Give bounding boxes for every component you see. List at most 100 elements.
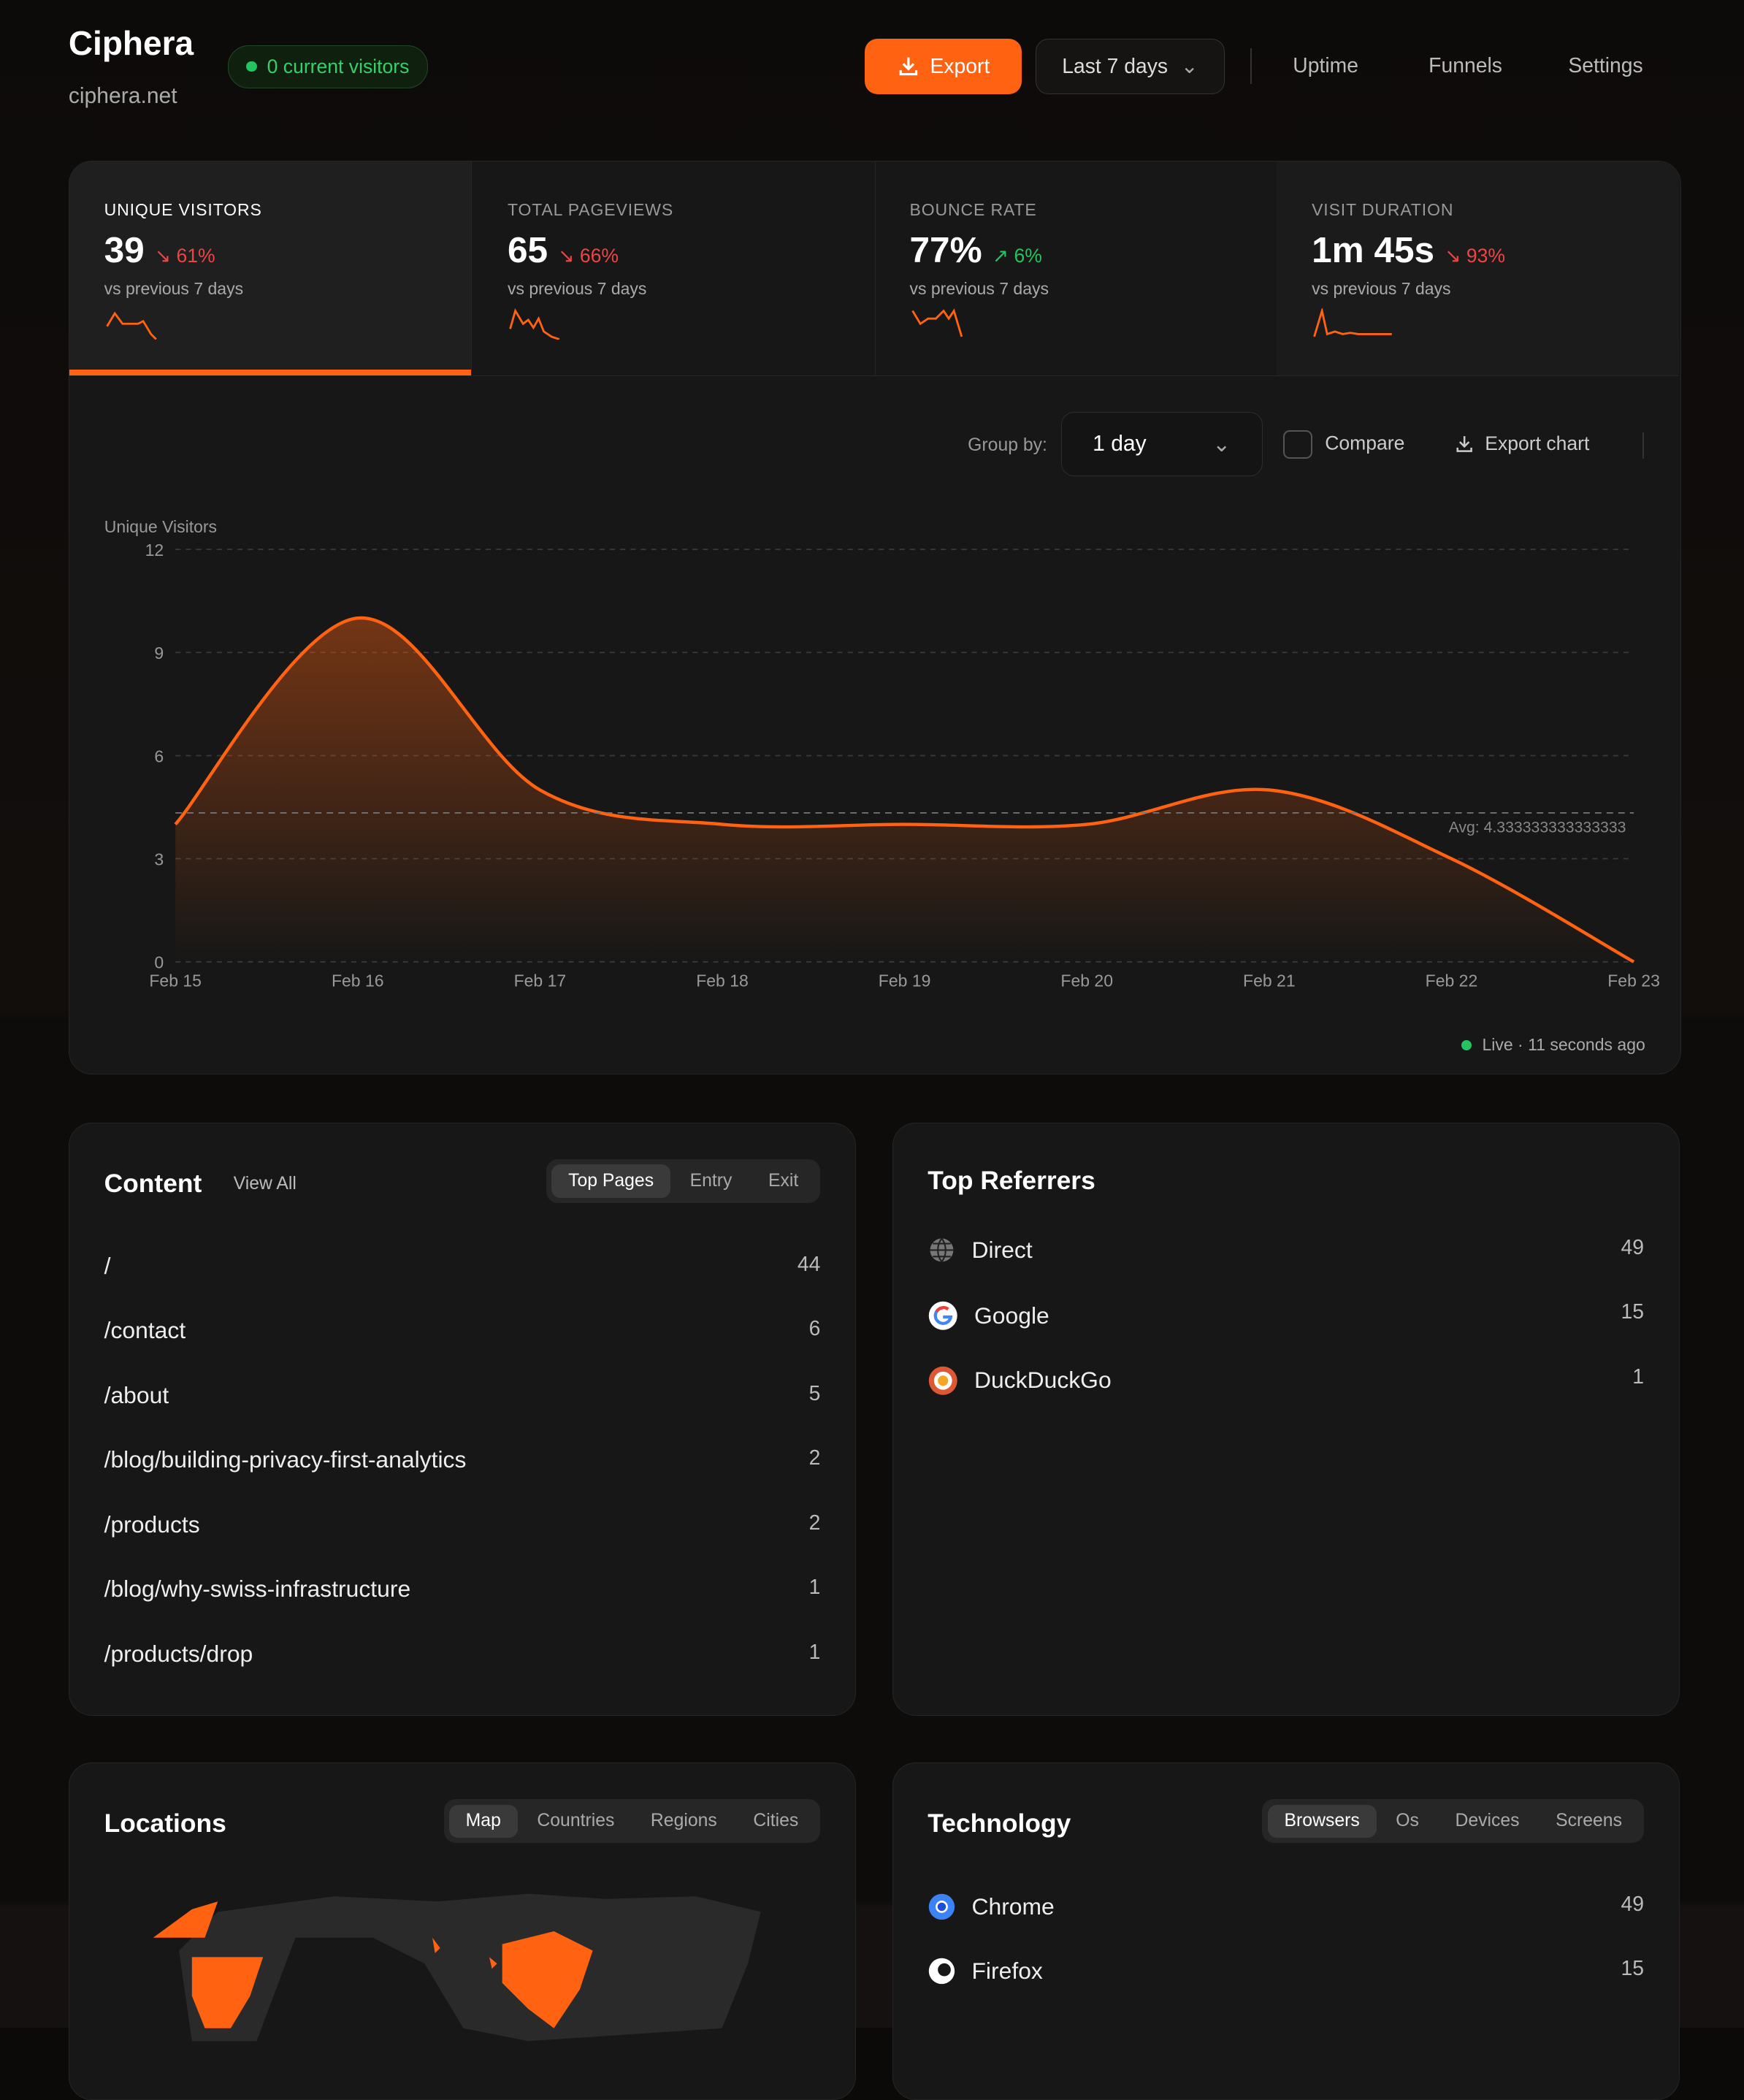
content-row[interactable]: /products 2 — [104, 1511, 821, 1538]
export-chart-button[interactable]: Export chart — [1454, 432, 1589, 455]
stat-total-pageviews[interactable]: TOTAL PAGEVIEWS 65 ↘ 66% vs previous 7 da… — [473, 161, 876, 377]
stat-bounce-rate[interactable]: BOUNCE RATE 77% ↗ 6% vs previous 7 days — [874, 161, 1278, 377]
content-tabs: Top Pages Entry Exit — [546, 1159, 821, 1204]
stat-value: 65 ↘ 66% — [507, 229, 619, 270]
content-panel: Content View All Top Pages Entry Exit /44 /… — [68, 1122, 857, 1717]
live-status: Live · 11 seconds ago — [1461, 1035, 1645, 1055]
stat-compare: vs previous 7 days — [1312, 278, 1451, 298]
referrers-panel: Top Referrers Direct 49 Google 15 DuckDuck… — [892, 1122, 1680, 1717]
x-tick-label: Feb 16 — [332, 971, 384, 990]
referrer-row[interactable]: Google 15 — [928, 1300, 1644, 1331]
page-path: /products/drop — [104, 1640, 253, 1667]
content-row[interactable]: / 44 — [104, 1253, 821, 1280]
panel-title: Top Referrers — [928, 1166, 1095, 1196]
compare-checkbox[interactable]: Compare — [1283, 429, 1405, 459]
download-icon — [1456, 435, 1472, 452]
tab-exit[interactable]: Exit — [768, 1171, 799, 1191]
group-by-value: 1 day — [1093, 432, 1147, 457]
page-path: /products — [104, 1511, 200, 1538]
tab-top-pages[interactable]: Top Pages — [551, 1164, 671, 1198]
tab-entry[interactable]: Entry — [689, 1171, 733, 1191]
locations-panel: Locations Map Countries Regions Cities — [68, 1762, 857, 2100]
y-tick-label: 0 — [154, 952, 164, 971]
sparkline — [509, 308, 560, 340]
x-tick-label: Feb 19 — [879, 971, 931, 990]
firefox-icon — [929, 1958, 955, 1985]
active-indicator — [69, 369, 472, 376]
tab-regions[interactable]: Regions — [650, 1811, 717, 1831]
chevron-down-icon: ⌄ — [1212, 432, 1231, 457]
y-tick-label: 3 — [154, 849, 164, 868]
tab-os[interactable]: Os — [1396, 1811, 1419, 1831]
tab-cities[interactable]: Cities — [753, 1811, 799, 1831]
y-axis-label: Unique Visitors — [104, 517, 217, 536]
browser-row[interactable]: Chrome 49 — [928, 1893, 1644, 1921]
referrer-row[interactable]: DuckDuckGo 1 — [928, 1365, 1644, 1396]
tab-screens[interactable]: Screens — [1556, 1811, 1622, 1831]
page-count: 2 — [808, 1511, 821, 1535]
content-row[interactable]: /blog/building-privacy-first-analytics 2 — [104, 1446, 821, 1473]
page-path: /blog/why-swiss-infrastructure — [104, 1576, 411, 1603]
stat-label: VISIT DURATION — [1312, 199, 1454, 219]
x-tick-label: Feb 23 — [1607, 971, 1660, 990]
view-all-link[interactable]: View All — [233, 1173, 297, 1194]
tab-map[interactable]: Map — [448, 1804, 518, 1839]
visitors-chart: Unique Visitors 0 3 6 9 12 Feb 15 Feb 16 Feb 17 F… — [104, 517, 1660, 990]
stat-label: TOTAL PAGEVIEWS — [507, 199, 674, 219]
location-tabs: Map Countries Regions Cities — [443, 1799, 821, 1844]
range-label: Last 7 days — [1062, 54, 1169, 78]
content-row[interactable]: /products/drop 1 — [104, 1641, 821, 1668]
world-map[interactable] — [140, 1886, 761, 2042]
stat-value: 77% ↗ 6% — [909, 229, 1042, 270]
stat-visit-duration[interactable]: VISIT DURATION 1m 45s ↘ 93% vs previous 7… — [1277, 161, 1679, 377]
page-path: /contact — [104, 1317, 186, 1344]
download-icon — [899, 57, 917, 76]
tab-countries[interactable]: Countries — [537, 1811, 615, 1831]
x-tick-label: Feb 17 — [513, 971, 566, 990]
divider — [1250, 47, 1252, 85]
current-visitors-badge: 0 current visitors — [227, 45, 429, 88]
y-tick-label: 12 — [145, 540, 164, 559]
overview-card: UNIQUE VISITORS 39 ↘ 61% vs previous 7 da… — [68, 160, 1681, 1075]
nav-funnels[interactable]: Funnels — [1429, 54, 1502, 78]
date-range-select[interactable]: Last 7 days ⌄ — [1036, 39, 1225, 95]
globe-icon — [930, 1237, 954, 1262]
nav-uptime[interactable]: Uptime — [1293, 54, 1358, 78]
y-tick-label: 9 — [154, 644, 164, 663]
page-count: 1 — [808, 1576, 821, 1600]
stat-label: BOUNCE RATE — [909, 199, 1037, 219]
browser-row[interactable]: Firefox 15 — [928, 1957, 1644, 1985]
group-by-select[interactable]: 1 day ⌄ — [1060, 411, 1263, 477]
live-dot-icon — [1461, 1039, 1472, 1050]
compare-label: Compare — [1325, 432, 1405, 454]
live-text: Live · 11 seconds ago — [1482, 1035, 1645, 1055]
panel-title: Content — [104, 1168, 202, 1198]
x-tick-label: Feb 15 — [149, 971, 202, 990]
stat-compare: vs previous 7 days — [507, 278, 647, 298]
stat-label: UNIQUE VISITORS — [104, 199, 262, 219]
nav-settings[interactable]: Settings — [1568, 54, 1643, 78]
stat-compare: vs previous 7 days — [909, 278, 1049, 298]
technology-tabs: Browsers Os Devices Screens — [1262, 1799, 1645, 1844]
technology-panel: Technology Browsers Os Devices Screens Chro… — [892, 1762, 1680, 2100]
tab-devices[interactable]: Devices — [1455, 1811, 1520, 1831]
export-button[interactable]: Export — [865, 39, 1022, 95]
page-count: 44 — [797, 1252, 821, 1276]
referrer-row[interactable]: Direct 49 — [928, 1236, 1644, 1264]
content-row[interactable]: /contact 6 — [104, 1317, 821, 1344]
x-tick-label: Feb 20 — [1060, 971, 1113, 990]
sparkline — [105, 311, 157, 340]
average-label: Avg: 4.333333333333333 — [1448, 818, 1626, 836]
content-row[interactable]: /blog/why-swiss-infrastructure 1 — [104, 1576, 821, 1603]
visitors-text: 0 current visitors — [267, 55, 410, 77]
chrome-icon — [929, 1893, 955, 1920]
chevron-down-icon: ⌄ — [1180, 55, 1198, 79]
site-title: Ciphera — [68, 23, 194, 62]
x-tick-label: Feb 22 — [1425, 971, 1477, 990]
content-row[interactable]: /about 5 — [104, 1382, 821, 1409]
stat-unique-visitors[interactable]: UNIQUE VISITORS 39 ↘ 61% vs previous 7 da… — [69, 161, 473, 377]
page-path: /about — [104, 1381, 169, 1408]
group-by-label: Group by: — [968, 435, 1047, 455]
tab-browsers[interactable]: Browsers — [1267, 1804, 1377, 1839]
